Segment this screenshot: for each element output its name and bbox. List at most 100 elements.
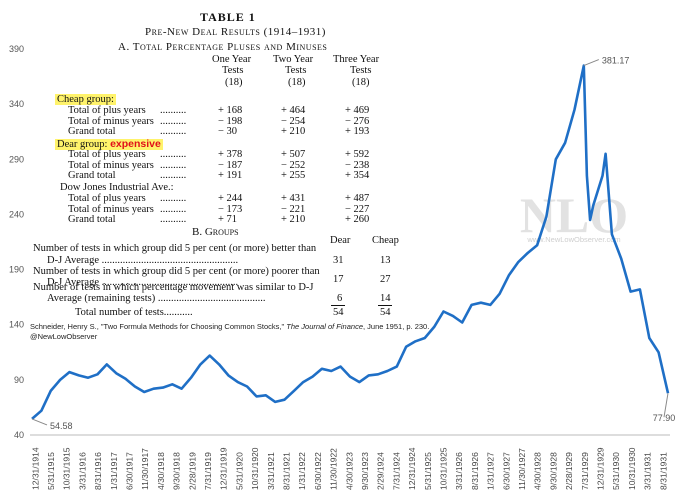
dj-value: + 244 [218,193,243,204]
section-a-heading: A. Total Percentage Pluses and Minuses [118,41,328,53]
col-head-2: Two Year [273,54,314,65]
b1-line1: Number of tests in which group did 5 per… [33,243,317,254]
x-tick-label: 12/31/1929 [595,447,605,490]
end-annotation: 77.90 [653,413,676,423]
b3-line1: Number of tests in which percentage move… [33,282,314,293]
b2-line1: Number of tests in which group did 5 per… [33,266,320,277]
x-tick-label: 4/30/1923 [344,452,354,490]
x-tick-label: 10/31/1920 [250,447,260,490]
x-tick-label: 2/29/1924 [376,452,386,490]
cheap-value: − 30 [218,126,238,137]
x-tick-label: 1/31/1917 [109,452,119,490]
x-tick-label: 7/31/1919 [203,452,213,490]
dear-row-leader: .......... [160,159,187,171]
x-tick-label: 4/30/1928 [533,452,543,490]
source-handle: @NewLowObserver [30,332,98,341]
b2-dear: 17 [333,274,344,285]
cheap-row-leader: .......... [160,105,187,116]
b3-cheap: 14 [380,293,391,304]
x-tick-label: 5/31/1925 [423,452,433,490]
cheap-row-leader: .......... [160,115,187,127]
dj-row-leader: .......... [160,214,187,225]
x-tick-label: 6/30/1922 [313,452,323,490]
col-head-3: Three Year [333,54,380,65]
start-annotation-leader [31,418,48,426]
y-tick-label: 390 [9,44,24,54]
x-tick-label: 12/31/1924 [407,447,417,490]
x-tick-label: 8/31/1931 [658,452,668,490]
dear-value: − 252 [281,159,306,171]
dj-row-label: Total of minus years [68,203,154,215]
b1-line2: D-J Average ............................… [47,256,239,266]
y-tick-label: 140 [9,320,24,330]
x-tick-label: 3/31/1916 [77,452,87,490]
dj-value: − 227 [345,203,370,215]
b-total-dear: 54 [333,307,344,318]
col-subhead-2: Tests [285,65,307,76]
col-n-2: (18) [288,77,306,88]
cheap-value: + 469 [345,105,370,116]
x-tick-label: 11/30/1922 [329,448,339,490]
cheap-row-leader: .......... [160,126,187,137]
x-tick-label: 4/30/1918 [156,452,166,490]
table-subtitle: Pre-New Deal Results (1914–1931) [145,26,326,38]
b-total-label: Total number of tests........... [75,307,193,318]
x-tick-label: 7/31/1924 [391,452,401,490]
col-subhead-3: Tests [350,65,372,76]
x-tick-label: 8/31/1921 [281,452,291,490]
series-line [31,64,670,420]
x-tick-label: 10/31/1930 [627,447,637,490]
dear-value: + 354 [345,170,370,181]
col-subhead-1: Tests [222,65,244,76]
dear-value: + 378 [218,149,243,160]
y-tick-label: 40 [14,430,24,440]
col-n-3: (18) [352,77,370,88]
dj-value: − 173 [218,203,243,215]
dear-row-label: Grand total [68,170,116,181]
dj-value: + 487 [345,193,370,204]
x-tick-label: 5/31/1930 [611,452,621,490]
x-tick-label: 6/30/1917 [124,452,134,490]
y-tick-label: 90 [14,375,24,385]
dj-row-leader: .......... [160,203,187,215]
y-tick-label: 240 [9,209,24,219]
table-title: TABLE 1 [200,10,256,24]
dear-row-leader: .......... [160,149,187,160]
dear-value: − 187 [218,159,243,171]
dj-row-leader: .......... [160,193,187,204]
series [31,64,670,420]
b-head-cheap: Cheap [372,235,399,246]
x-tick-label: 9/30/1918 [172,452,182,490]
cheap-value: + 193 [345,126,370,137]
x-tick-label: 9/30/1928 [548,452,558,490]
start-annotation: 54.58 [50,421,73,431]
b3-line2: Average (remaining tests) ..............… [47,294,266,304]
annotations: 54.58 381.17 77.90 [31,56,676,431]
x-tick-label: 5/31/1915 [46,452,56,490]
y-tick-label: 340 [9,99,24,109]
b-head-dear: Dear [330,235,351,246]
dj-value: + 260 [345,214,370,225]
dj-group-label: Dow Jones Industrial Ave.: [60,182,174,193]
b-rule-cheap [378,305,392,306]
col-head-1: One Year [212,54,252,65]
source-citation: Schneider, Henry S., "Two Formula Method… [30,322,430,331]
x-tick-label: 3/31/1926 [454,452,464,490]
x-tick-label: 1/31/1922 [297,452,307,490]
x-tick-label: 5/31/1920 [234,452,244,490]
dj-row-label: Total of plus years [68,193,146,204]
x-tick-label: 10/31/1925 [438,447,448,490]
x-tick-label: 9/30/1923 [360,452,370,490]
dear-value: + 507 [281,149,306,160]
y-axis: 40 90 140 190 240 290 340 390 [9,44,24,440]
x-tick-label: 3/31/1921 [266,452,276,490]
b-total-cheap: 54 [380,307,391,318]
b2-cheap: 27 [380,274,391,285]
col-n-1: (18) [225,77,243,88]
x-tick-label: 1/31/1927 [486,452,496,490]
y-tick-label: 290 [9,154,24,164]
cheap-value: + 210 [281,126,306,137]
dear-value: + 592 [345,149,370,160]
x-tick-label: 2/28/1929 [564,452,574,490]
